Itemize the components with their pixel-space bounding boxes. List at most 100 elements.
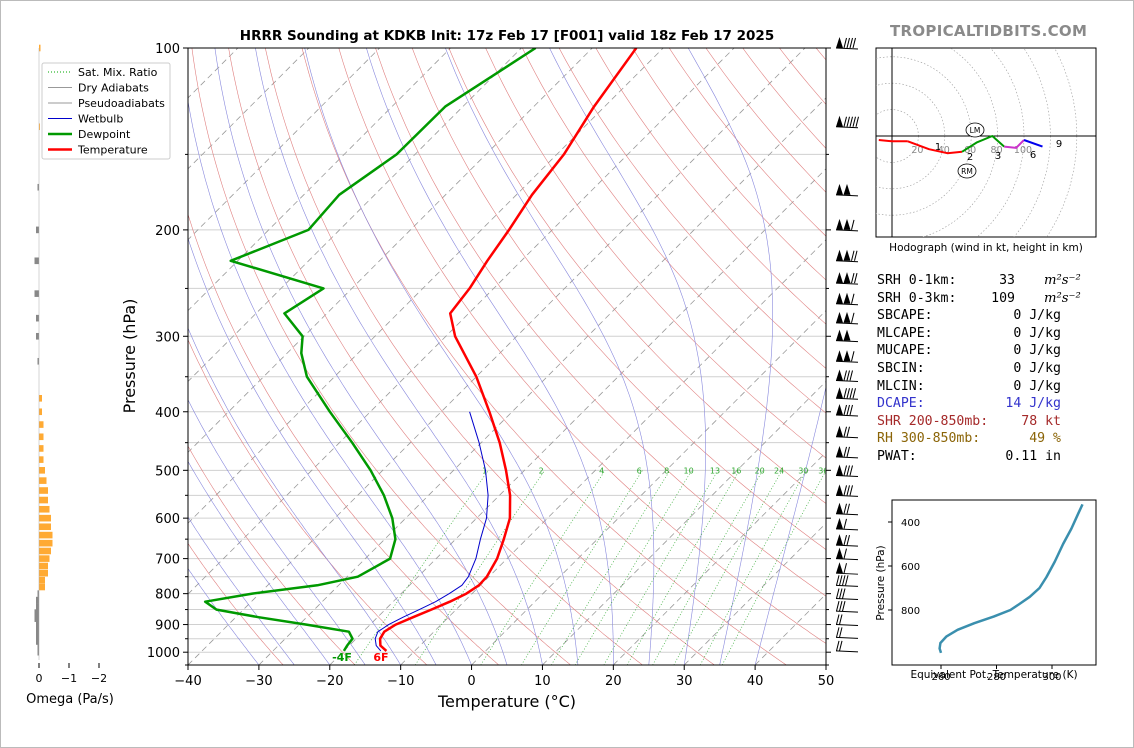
omega-bar — [39, 467, 45, 474]
skewt-y-label: Pressure (hPa) — [120, 299, 139, 414]
legend-temperature: Temperature — [77, 144, 148, 157]
omega-tick-label: −1 — [61, 672, 77, 685]
barb-feather — [846, 485, 850, 496]
omega-bar — [37, 183, 39, 191]
legend-pseudoadiabats: Pseudoadiabats — [78, 97, 165, 110]
y-tick-label: 1000 — [147, 646, 180, 661]
moist-adiabat — [214, 48, 508, 665]
barb-feather — [843, 485, 847, 496]
omega-bar — [39, 496, 48, 504]
omega-bar — [39, 408, 42, 416]
omega-bar — [39, 562, 48, 570]
thetae-y-tick-label: 400 — [901, 518, 920, 529]
x-tick-label: 50 — [818, 674, 835, 689]
wind-barb — [835, 627, 859, 639]
wind-barb — [835, 640, 859, 653]
moist-adiabat — [188, 516, 295, 665]
mixing-ratio-label: 8 — [664, 467, 669, 476]
omega-bar — [37, 648, 39, 656]
mixing-ratio-lines: 1 2 4 6 8 10 13 16 20 24 30 36 — [354, 467, 826, 665]
mixing-ratio-label: 13 — [710, 467, 720, 476]
barb-feather — [846, 465, 850, 476]
barb-flag — [836, 404, 843, 416]
stat-row: MUCAPE: 0 J/kg — [877, 342, 1097, 360]
moist-adiabat — [188, 568, 260, 665]
omega-x-label: Omega (Pa/s) — [26, 692, 114, 707]
wind-barb — [835, 425, 859, 439]
barb-staff — [835, 340, 859, 343]
barb-feather — [836, 600, 840, 612]
barb-feather — [849, 388, 853, 399]
moist-adiabat — [445, 48, 655, 665]
barb-feather — [849, 370, 853, 381]
thetae-series-group — [938, 503, 1084, 654]
mixing-ratio-line — [699, 470, 807, 665]
barb-feather — [846, 370, 850, 381]
barb-feather — [842, 588, 846, 599]
thetae-x-tick-label: 260 — [931, 672, 950, 683]
barb-staff — [835, 322, 859, 325]
barb-feather — [846, 426, 850, 437]
barb-flag — [843, 350, 851, 362]
barb-flag — [836, 534, 843, 546]
thetae-x-tick-label: 300 — [1042, 672, 1061, 683]
stat-row: RH 300-850mb: 49 % — [877, 430, 1097, 448]
stat-row: SBCAPE: 0 J/kg — [877, 307, 1097, 325]
barb-feather — [839, 627, 843, 638]
isotherm — [329, 168, 826, 665]
x-tick-label: −40 — [174, 674, 201, 689]
barb-staff — [835, 558, 859, 561]
barb-staff — [835, 260, 859, 263]
omega-bar — [39, 514, 51, 522]
omega-bar — [37, 590, 39, 597]
stat-value: 0 J/kg — [1013, 378, 1061, 394]
dry-adiabat — [558, 48, 826, 369]
omega-bar — [36, 621, 39, 628]
wind-barb — [835, 292, 859, 306]
barb-flag — [836, 329, 843, 341]
barb-staff — [835, 379, 859, 382]
barb-feather — [846, 404, 850, 416]
barb-staff — [835, 544, 859, 547]
omega-bar — [39, 44, 41, 52]
barb-flag — [843, 183, 851, 195]
barb-flag — [836, 484, 843, 496]
omega-bar — [39, 395, 42, 402]
omega-bar — [39, 547, 51, 555]
legend-wetbulb: Wetbulb — [78, 113, 123, 126]
barb-flag — [836, 183, 843, 195]
mixing-ratio-line — [550, 470, 671, 665]
barb-staff — [835, 229, 859, 232]
wind-barb — [835, 445, 859, 459]
hodo-ring-label: 60 — [964, 145, 976, 156]
barb-feather — [854, 250, 858, 261]
stat-label: SBCIN: — [877, 360, 925, 376]
stat-row: DCAPE: 14 J/kg — [877, 395, 1097, 413]
barb-feather — [846, 503, 850, 514]
dry-adiabat — [338, 48, 826, 644]
hodo-height-label: 2 — [967, 152, 973, 163]
barb-feather — [842, 575, 846, 586]
barb-staff — [835, 282, 859, 285]
omega-bar — [39, 583, 45, 591]
hodo-trace — [1004, 139, 1025, 149]
barb-feather — [839, 600, 843, 612]
thetae-line — [938, 503, 1084, 654]
barb-feather — [843, 446, 847, 457]
wind-barb — [835, 218, 859, 232]
y-tick-label: 300 — [155, 330, 180, 345]
barb-feather — [836, 640, 840, 652]
barb-feather — [851, 351, 855, 362]
omega-bar — [39, 421, 44, 428]
barb-staff — [835, 360, 859, 363]
barb-feather — [846, 37, 850, 49]
omega-bar — [36, 638, 39, 645]
stat-row: SBCIN: 0 J/kg — [877, 360, 1097, 378]
barb-feather — [843, 370, 847, 381]
moist-adiabat — [255, 48, 543, 665]
barb-feather — [843, 37, 847, 49]
stat-label: RH 300-850mb: — [877, 431, 981, 447]
barb-flag — [836, 464, 843, 476]
wind-barb — [835, 329, 859, 343]
